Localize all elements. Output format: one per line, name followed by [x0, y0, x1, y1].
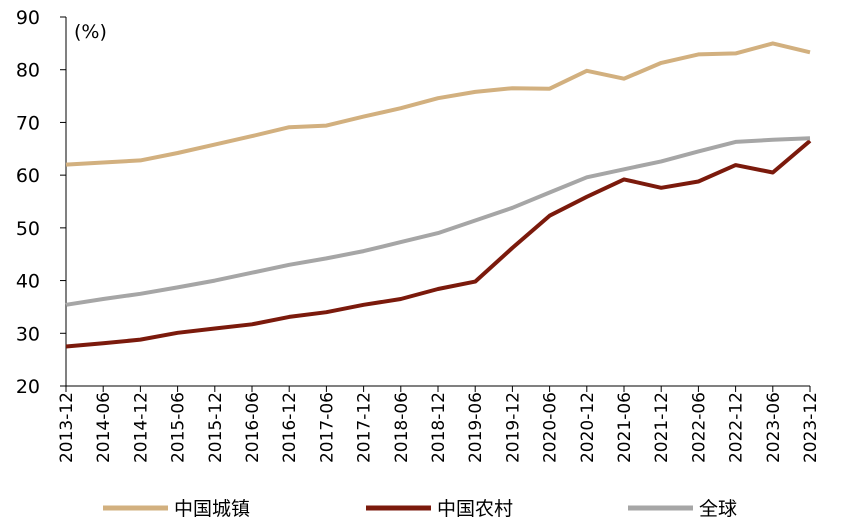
- x-tick-label: 2023-06: [764, 392, 784, 463]
- x-tick-label: 2023-12: [801, 392, 821, 463]
- x-tick-label: 2014-06: [94, 392, 114, 463]
- x-tick-label: 2018-12: [429, 392, 449, 463]
- x-tick-label: 2015-12: [206, 392, 226, 463]
- series-layer: [65, 41, 812, 349]
- y-tick-label: 70: [16, 112, 40, 134]
- x-tick-label: 2020-12: [578, 392, 598, 463]
- legend: 中国城镇 中国农村 全球: [103, 498, 737, 520]
- x-tick-label: 2017-12: [355, 392, 375, 463]
- x-tick-label: 2021-12: [652, 392, 672, 463]
- x-tick-label: 2015-06: [169, 392, 189, 463]
- x-tick-label: 2022-12: [727, 392, 747, 463]
- series-line-2: [65, 136, 811, 307]
- x-tick-label: 2014-12: [131, 392, 151, 463]
- legend-label-1: 中国农村: [437, 498, 513, 520]
- x-tick-label: 2021-06: [615, 392, 635, 463]
- legend-label-0: 中国城镇: [174, 498, 250, 520]
- y-tick-label: 40: [16, 271, 40, 293]
- unit-label: (%): [74, 21, 107, 43]
- y-tick-label: 90: [16, 7, 40, 29]
- x-tick-label: 2022-06: [689, 392, 709, 463]
- y-tick-label: 60: [16, 165, 40, 187]
- x-tick-label: 2013-12: [57, 392, 77, 463]
- y-tick-label: 20: [16, 376, 40, 398]
- x-tick-label: 2017-06: [317, 392, 337, 463]
- x-tick-label: 2016-06: [243, 392, 263, 463]
- x-tick-label: 2018-06: [392, 392, 412, 463]
- x-tick-label: 2019-12: [503, 392, 523, 463]
- y-axis: 20 30 40 50 60 70 80 90: [16, 7, 67, 398]
- series-line-1: [65, 139, 812, 349]
- x-axis: 2013-12 2014-06 2014-12 2015-06 2015-12 2016-…: [57, 385, 821, 463]
- y-tick-label: 50: [16, 218, 40, 240]
- legend-label-2: 全球: [699, 498, 737, 520]
- x-tick-label: 2019-06: [466, 392, 486, 463]
- y-tick-label: 80: [16, 60, 40, 82]
- x-tick-label: 2020-06: [541, 392, 561, 463]
- y-tick-label: 30: [16, 323, 40, 345]
- x-tick-label: 2016-12: [280, 392, 300, 463]
- series-line-0: [65, 41, 811, 167]
